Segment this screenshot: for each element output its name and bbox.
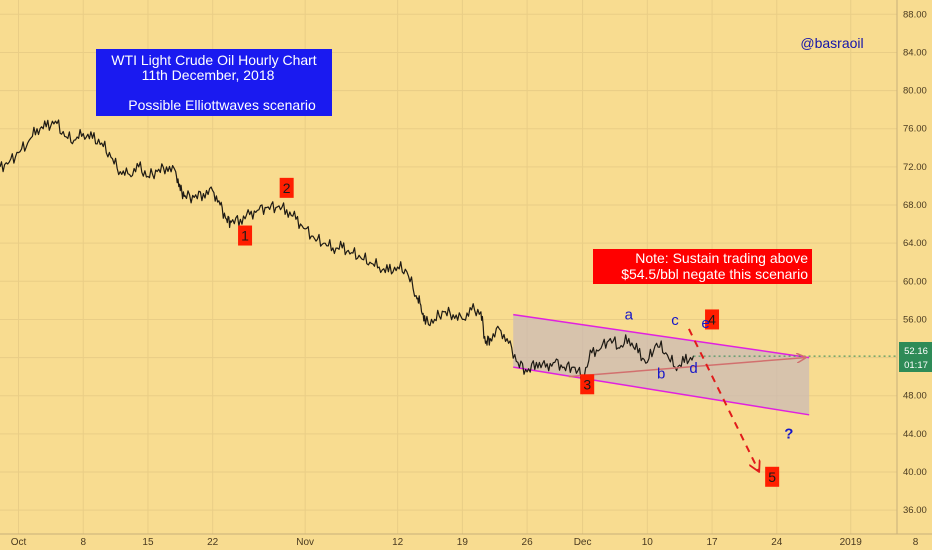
- x-tick-label: 10: [642, 537, 654, 548]
- projection-group: [568, 328, 805, 470]
- subwave-label-e: e: [701, 315, 709, 332]
- channel-fill: [513, 314, 810, 415]
- wave-label-box-4: [705, 309, 720, 330]
- x-tick-label: Oct: [11, 537, 27, 548]
- wave-label-3: 3: [583, 376, 591, 392]
- x-tick-label: 8: [80, 537, 86, 548]
- note-background: [593, 249, 812, 284]
- y-tick-label: 40.00: [903, 467, 927, 478]
- wave-labels: 1 2 3 4 5 a b c d e?: [238, 177, 793, 487]
- last-price-label: 52.16: [904, 346, 928, 357]
- y-tick-label: 44.00: [903, 429, 927, 440]
- title-box: WTI Light Crude Oil Hourly Chart 11th De…: [96, 49, 332, 116]
- note-box: Note: Sustain trading above $54.5/bbl ne…: [593, 249, 812, 284]
- wave-label-box-1: [238, 225, 253, 246]
- title-line-2: 11th December, 2018: [142, 67, 275, 83]
- price-tag: 52.16 01:17: [899, 342, 932, 372]
- title-line-1: WTI Light Crude Oil Hourly Chart: [111, 52, 317, 68]
- y-tick-label: 68.00: [903, 200, 927, 211]
- x-axis[interactable]: Oct 8 15 22 Nov 12 19 26 Dec 10 17 24 2019 8: [0, 533, 932, 548]
- y-tick-label: 88.00: [903, 9, 927, 20]
- subwave-label-c: c: [671, 312, 679, 329]
- x-tick-label: Dec: [574, 537, 592, 548]
- wave-label-1: 1: [241, 228, 249, 244]
- y-tick-label: 60.00: [903, 276, 927, 287]
- x-tick-label: 2019: [840, 537, 863, 548]
- y-tick-label: 80.00: [903, 86, 927, 97]
- title-background: [96, 49, 332, 116]
- wave-label-box-2: [279, 177, 294, 198]
- projection-up-arrow: [568, 358, 805, 378]
- x-tick-label: 22: [207, 537, 219, 548]
- channel-lower-line: [513, 366, 810, 416]
- note-line-1: Note: Sustain trading above: [635, 250, 808, 266]
- watermark: @basraoil: [800, 35, 863, 51]
- y-tick-label: 72.00: [903, 162, 927, 173]
- wave-label-2: 2: [283, 180, 291, 196]
- subwave-label-d: d: [689, 360, 697, 377]
- note-line-2: $54.5/bbl negate this scenario: [621, 266, 808, 282]
- x-tick-label: 15: [142, 537, 154, 548]
- y-tick-label: 84.00: [903, 47, 927, 58]
- x-tick-label: 19: [457, 537, 469, 548]
- price-tag-background: [899, 342, 932, 372]
- y-tick-label: 36.00: [903, 505, 927, 516]
- wave-label-5: 5: [768, 469, 776, 485]
- bar-countdown-label: 01:17: [904, 360, 928, 371]
- price-series: [0, 119, 897, 381]
- channel-group: [513, 313, 810, 416]
- subwave-label-b: b: [657, 366, 665, 383]
- channel-upper-line: [513, 313, 810, 359]
- x-tick-label: 12: [392, 537, 404, 548]
- subwave-label-a: a: [625, 306, 634, 323]
- y-tick-label: 64.00: [903, 238, 927, 249]
- projection-down-arrow: [688, 328, 758, 470]
- x-tick-label: 17: [706, 537, 718, 548]
- subwave-label-question: ?: [784, 426, 793, 443]
- title-line-3: Possible Elliottwaves scenario: [128, 97, 316, 113]
- x-tick-label: 26: [522, 537, 534, 548]
- wave-label-box-5: [765, 466, 780, 487]
- y-axis[interactable]: 88.00 84.00 80.00 76.00 72.00 68.00 64.00 60.00…: [896, 0, 927, 534]
- y-tick-label: 48.00: [903, 391, 927, 402]
- x-tick-label: 24: [771, 537, 783, 548]
- wave-label-box-3: [580, 374, 595, 395]
- y-tick-label: 56.00: [903, 314, 927, 325]
- wave-label-4: 4: [708, 311, 716, 327]
- x-tick-label: Nov: [296, 537, 314, 548]
- x-tick-label: 8: [913, 537, 919, 548]
- y-tick-label: 76.00: [903, 124, 927, 135]
- price-line: [0, 119, 695, 381]
